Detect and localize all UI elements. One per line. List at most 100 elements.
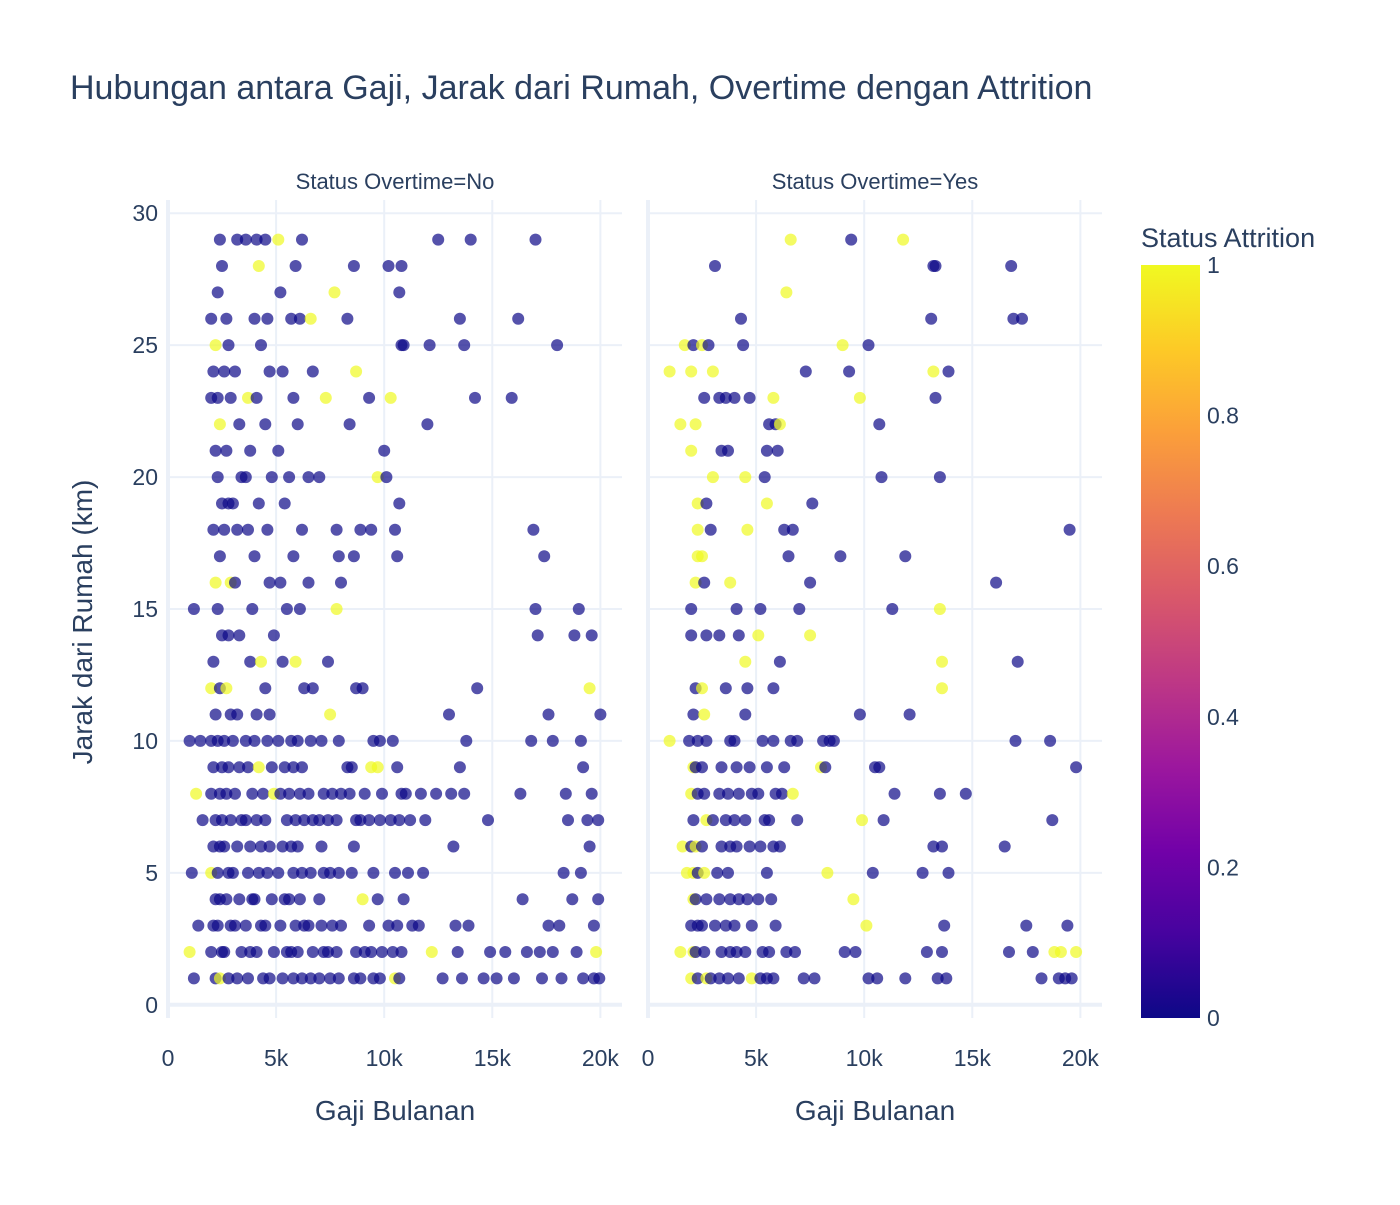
scatter-point [220,893,233,906]
scatter-point [229,576,241,589]
scatter-point [663,365,676,378]
scatter-point [722,787,734,800]
scatter-point [259,233,272,246]
scatter-point [395,946,408,958]
scatter-point [347,260,360,272]
scatter-point [836,339,849,352]
x-tick-label: 10k [846,1045,884,1071]
scatter-point [382,260,395,272]
scatter-point [216,814,228,827]
scatter-point [920,946,933,958]
scatter-point [261,734,274,747]
scatter-point [363,391,376,404]
scatter-point [587,919,600,932]
scatter-point [207,523,220,536]
scatter-point [205,391,218,404]
scatter-point [687,339,700,352]
scatter-point [330,523,343,536]
scatter-point [756,734,769,747]
scatter-point [328,286,341,299]
scatter-point [696,919,708,932]
scatter-point [739,655,752,668]
scatter-point [335,919,347,932]
scatter-point [933,787,946,800]
scatter-point [436,972,449,985]
scatter-point [827,734,840,747]
scatter-point [276,365,289,378]
scatter-point [233,761,246,774]
scatter-point [767,734,780,747]
scatter-point [239,734,252,747]
scatter-point [752,629,765,642]
scatter-point [187,972,200,985]
scatter-point [252,497,265,510]
scatter-point [849,946,862,958]
scatter-point [347,840,360,853]
scatter-point [674,418,687,431]
scatter-point [218,365,231,378]
scatter-point [691,972,704,985]
scatter-point [499,946,512,958]
scatter-point [313,972,326,985]
scatter-point [752,893,765,906]
scatter-point [274,286,287,299]
scatter-point [674,946,687,958]
scatter-point [1007,312,1020,325]
scatter-point [287,761,300,774]
scatter-point [525,734,538,747]
scatter-point [728,814,741,827]
scatter-point [1070,761,1083,774]
scatter-point [306,946,319,958]
scatter-point [391,919,404,932]
scatter-point [1005,260,1018,272]
scatter-point [698,708,711,721]
scatter-point [514,787,527,800]
scatter-point [553,919,566,932]
scatter-point [313,814,326,827]
scatter-point [557,866,570,879]
scatter-point [363,814,376,827]
scatter-point [196,814,209,827]
scatter-point [732,787,745,800]
scatter-point [209,576,222,589]
scatter-point [778,523,791,536]
scatter-point [242,761,254,774]
chart-title: Hubungan antara Gaji, Jarak dari Rumah, … [70,69,1092,107]
x-tick-label: 15k [474,1045,512,1071]
scatter-point [231,233,244,246]
scatter-point [293,893,306,906]
scatter-point [538,550,551,563]
scatter-point [384,391,397,404]
scatter-point [566,893,579,906]
scatter-point [205,787,218,800]
scatter-point [676,840,689,853]
x-tick-label: 0 [162,1045,175,1071]
scatter-point [929,260,942,272]
scatter-point [242,866,254,879]
scatter-point [248,550,261,563]
scatter-point [927,840,940,853]
scatter-point [763,814,776,827]
scatter-point [933,471,946,484]
scatter-point [293,787,306,800]
scatter-point [291,946,304,958]
scatter-point [752,787,765,800]
scatter-point [242,523,254,536]
scatter-point [391,550,404,563]
scatter-point [205,312,218,325]
scatter-point [862,972,875,985]
scatter-point [322,655,334,668]
scatter-point [211,471,224,484]
scatter-point [250,814,263,827]
scatter-point [263,972,276,985]
scatter-point [239,233,252,246]
scatter-point [194,734,207,747]
scatter-point [516,893,529,906]
scatter-point [683,734,696,747]
scatter-point [265,761,278,774]
scatter-point [211,919,224,932]
scatter-point [244,444,257,457]
scatter-point [531,629,544,642]
scatter-point [482,814,494,827]
